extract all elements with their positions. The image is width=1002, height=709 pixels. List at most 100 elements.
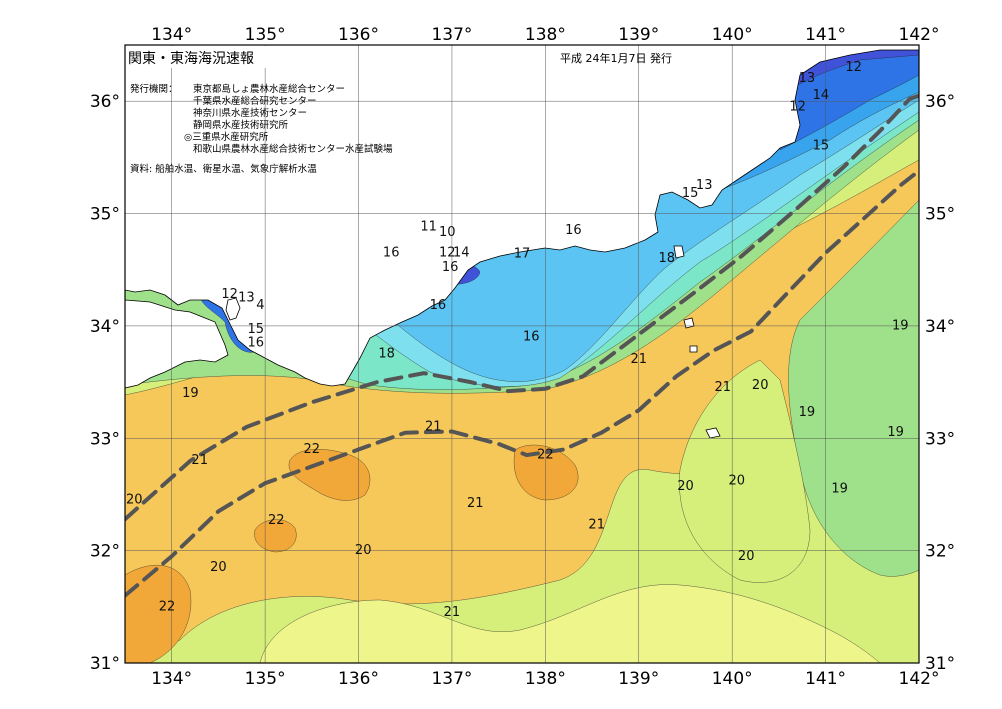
isotherm-label: 15 bbox=[248, 322, 265, 337]
lat-tick-right: 34° bbox=[925, 317, 955, 337]
lat-tick-left: 33° bbox=[90, 429, 120, 449]
land-niijima bbox=[683, 317, 695, 329]
isotherm-label: 21 bbox=[715, 380, 732, 395]
lon-tick-bottom: 140° bbox=[712, 669, 753, 689]
isotherm-label: 12 bbox=[221, 287, 238, 302]
lon-tick-bottom: 134° bbox=[151, 669, 192, 689]
kuroshio-path-1 bbox=[125, 93, 919, 522]
title-box bbox=[126, 46, 306, 68]
isotherm-label: 22 bbox=[268, 513, 285, 528]
isotherm-label: 15 bbox=[813, 139, 830, 154]
land-hachijojima bbox=[705, 427, 721, 439]
lat-tick-right: 36° bbox=[925, 92, 955, 112]
axis-ticks: 134° 134° 135° 135° 136° 136° 137° 137° 138° 138°… bbox=[90, 25, 955, 689]
lat-tick-right: 33° bbox=[925, 429, 955, 449]
isotherm-label: 21 bbox=[467, 496, 484, 511]
isotherm-label: 12 bbox=[845, 60, 862, 75]
lon-tick-bottom: 139° bbox=[618, 669, 659, 689]
isotherm-label: 22 bbox=[304, 442, 321, 457]
lat-tick-right: 31° bbox=[925, 654, 955, 674]
lat-tick-right: 32° bbox=[925, 542, 955, 562]
isotherm-label: 19 bbox=[182, 386, 199, 401]
land-miyakejima bbox=[689, 345, 698, 353]
lon-tick-top: 135° bbox=[245, 25, 286, 45]
land-shikoku bbox=[125, 299, 229, 389]
pale-band-20 bbox=[259, 584, 881, 663]
map-frame bbox=[124, 44, 920, 664]
isotherm-label: 16 bbox=[442, 260, 459, 275]
isotherm-label: 16 bbox=[383, 245, 400, 260]
lat-tick-left: 35° bbox=[90, 205, 120, 225]
hot-patch-22-a bbox=[288, 449, 371, 501]
isotherm-label: 21 bbox=[588, 517, 605, 532]
isotherm-label: 10 bbox=[439, 225, 456, 240]
isotherm-label: 16 bbox=[248, 335, 265, 350]
lon-tick-top: 141° bbox=[805, 25, 846, 45]
lat-tick-left: 34° bbox=[90, 317, 120, 337]
issuer-1: 東京都島しょ農林水産総合センター bbox=[193, 83, 345, 95]
isotherm-label: 14 bbox=[813, 88, 830, 103]
isotherm-label: 21 bbox=[444, 605, 461, 620]
isotherm-label: 16 bbox=[523, 330, 540, 345]
isotherm-label: 13 bbox=[696, 178, 713, 193]
isotherm-label: 14 bbox=[453, 245, 470, 260]
isotherm-label: 22 bbox=[159, 599, 176, 614]
isotherm-label: 19 bbox=[892, 318, 909, 333]
lon-tick-bottom: 136° bbox=[338, 669, 379, 689]
lon-tick-bottom: 138° bbox=[525, 669, 566, 689]
hot-patch-22-b bbox=[513, 444, 579, 501]
kuroshio-path-2 bbox=[125, 168, 919, 598]
lat-tick-right: 35° bbox=[925, 205, 955, 225]
isotherm-label: 16 bbox=[565, 223, 582, 238]
lon-tick-top: 140° bbox=[712, 25, 753, 45]
lon-tick-top: 138° bbox=[525, 25, 566, 45]
lat-tick-left: 31° bbox=[90, 654, 120, 674]
isotherm-label: 21 bbox=[191, 453, 208, 468]
isotherm-label: 20 bbox=[355, 543, 372, 558]
hot-patch-22-d bbox=[125, 564, 192, 663]
isotherm-label: 21 bbox=[425, 420, 442, 435]
isotherm-label: 4 bbox=[256, 298, 264, 313]
isotherm-label: 20 bbox=[738, 549, 755, 564]
land-honshu bbox=[125, 45, 919, 387]
lat-tick-left: 32° bbox=[90, 542, 120, 562]
lon-tick-bottom: 142° bbox=[899, 669, 940, 689]
lon-tick-bottom: 137° bbox=[431, 669, 472, 689]
isotherm-label: 19 bbox=[799, 405, 816, 420]
isotherm-label: 12 bbox=[789, 99, 806, 114]
lon-tick-top: 136° bbox=[338, 25, 379, 45]
isotherm-label: 20 bbox=[210, 560, 227, 575]
lat-lon-grid bbox=[125, 45, 919, 663]
data-source: 資料: 船舶水温、衛星水温、気象庁解析水温 bbox=[130, 163, 317, 175]
isotherm-label: 22 bbox=[537, 448, 554, 463]
isotherm-label: 20 bbox=[677, 479, 694, 494]
land-awaji bbox=[225, 297, 241, 321]
issue-date: 平成 24年1月7日 発行 bbox=[560, 51, 672, 65]
isotherm-label: 17 bbox=[514, 247, 531, 262]
isotherm-label: 21 bbox=[631, 352, 648, 367]
isotherm-label: 13 bbox=[799, 71, 816, 86]
map-plot-area bbox=[125, 45, 919, 663]
issuer-6: 和歌山県農林水産総合技術センター水産試験場 bbox=[193, 143, 393, 155]
lon-tick-top: 142° bbox=[899, 25, 940, 45]
lon-tick-top: 134° bbox=[151, 25, 192, 45]
isotherm-label: 20 bbox=[752, 378, 769, 393]
isotherm-label: 19 bbox=[831, 481, 848, 496]
isotherm-label: 18 bbox=[378, 347, 395, 362]
isotherm-label: 19 bbox=[887, 425, 904, 440]
issuer-3: 神奈川県水産技術センター bbox=[193, 107, 307, 119]
isotherm-label: 16 bbox=[430, 298, 447, 313]
isotherm-label: 12 bbox=[439, 245, 456, 260]
pale-area-20-east bbox=[679, 359, 811, 583]
kuroshio-paths bbox=[125, 93, 919, 598]
lon-tick-top: 139° bbox=[618, 25, 659, 45]
lat-tick-left: 36° bbox=[90, 92, 120, 112]
issuer-5: ◎三重県水産研究所 bbox=[184, 131, 269, 143]
lon-tick-bottom: 141° bbox=[805, 669, 846, 689]
issuer-4: 静岡県水産技術研究所 bbox=[193, 119, 289, 131]
land-izu-oshima bbox=[673, 245, 685, 259]
isotherm-label: 20 bbox=[126, 493, 143, 508]
isotherm-label: 11 bbox=[420, 220, 437, 235]
